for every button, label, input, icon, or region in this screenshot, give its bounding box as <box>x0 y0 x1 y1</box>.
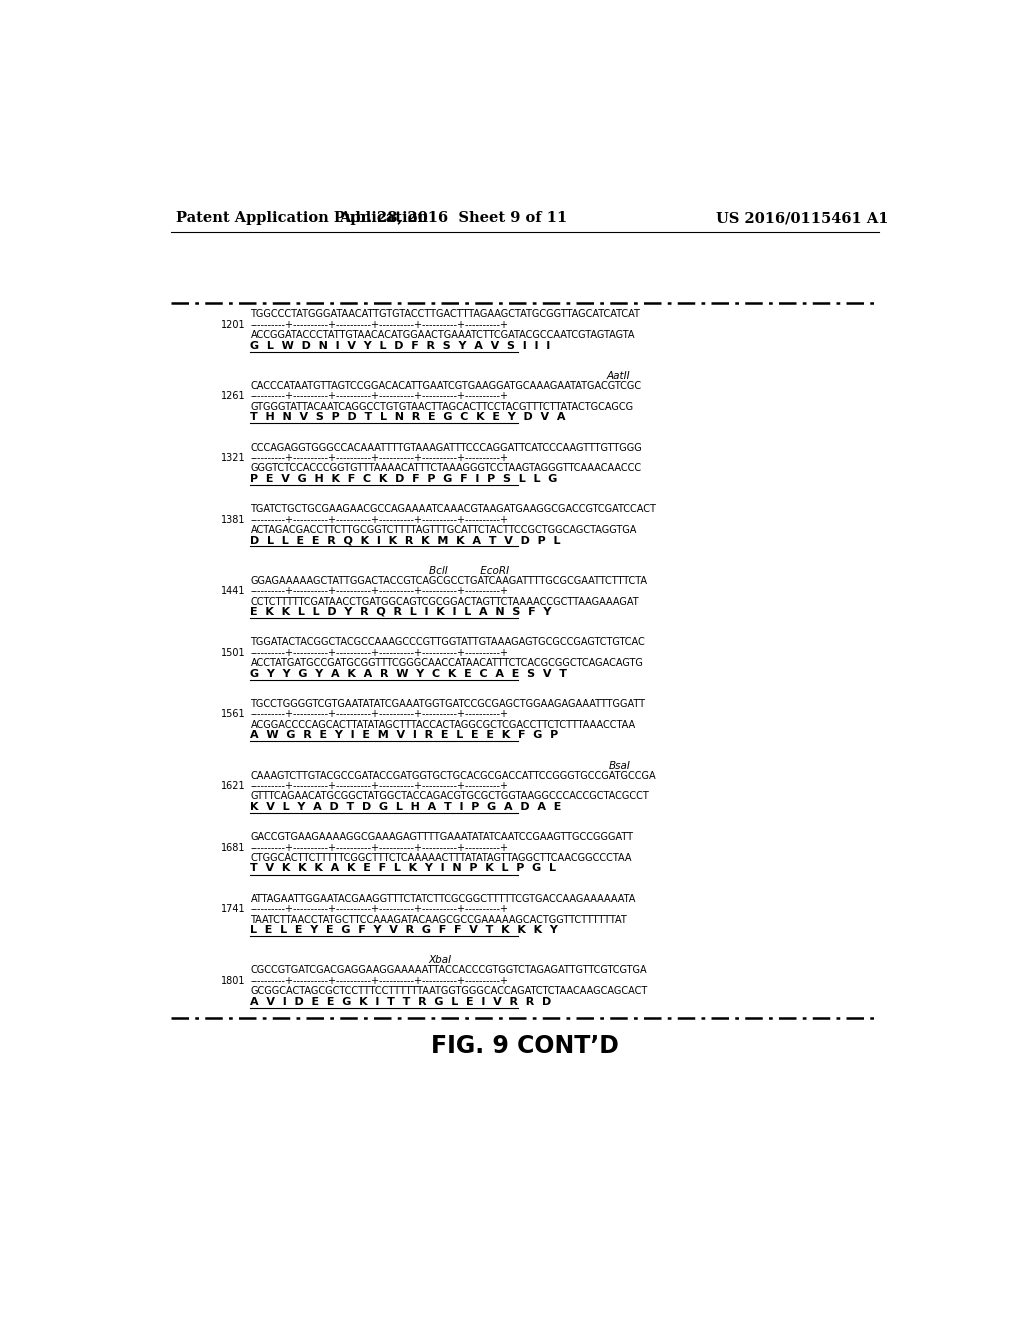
Text: 1261: 1261 <box>221 391 246 401</box>
Text: ----------+----------+----------+----------+----------+----------+: ----------+----------+----------+-------… <box>251 391 509 401</box>
Text: US 2016/0115461 A1: US 2016/0115461 A1 <box>716 211 889 226</box>
Text: G  Y  Y  G  Y  A  K  A  R  W  Y  C  K  E  C  A  E  S  V  T: G Y Y G Y A K A R W Y C K E C A E S V T <box>251 668 567 678</box>
Text: TGGCCCTATGGGATAACATTGTGTACCTTGACTTTAGAAGCTATGCGGTTAGCATCATCAT: TGGCCCTATGGGATAACATTGTGTACCTTGACTTTAGAAG… <box>251 309 640 319</box>
Text: BsaI: BsaI <box>608 760 630 771</box>
Text: T  H  N  V  S  P  D  T  L  N  R  E  G  C  K  E  Y  D  V  A: T H N V S P D T L N R E G C K E Y D V A <box>251 412 566 422</box>
Text: D  L  L  E  E  R  Q  K  I  K  R  K  M  K  A  T  V  D  P  L: D L L E E R Q K I K R K M K A T V D P L <box>251 536 561 545</box>
Text: ----------+----------+----------+----------+----------+----------+: ----------+----------+----------+-------… <box>251 453 509 463</box>
Text: A  W  G  R  E  Y  I  E  M  V  I  R  E  L  E  E  K  F  G  P: A W G R E Y I E M V I R E L E E K F G P <box>251 730 559 741</box>
Text: ATTAGAATTGGAATACGAAGGTTTCTATCTTCGCGGCTTTTTCGTGACCAAGAAAAAATA: ATTAGAATTGGAATACGAAGGTTTCTATCTTCGCGGCTTT… <box>251 894 636 904</box>
Text: TGGATACTACGGCTACGCCAAAGCCCGTTGGTATTGTAAAGAGTGCGCCGAGTCTGTCAC: TGGATACTACGGCTACGCCAAAGCCCGTTGGTATTGTAAA… <box>251 638 645 647</box>
Text: ----------+----------+----------+----------+----------+----------+: ----------+----------+----------+-------… <box>251 975 509 986</box>
Text: XbaI: XbaI <box>429 956 452 965</box>
Text: ACCTATGATGCCGATGCGGTTTCGGGCAACCATAACATTTCTCACGCGGCTCAGACAGTG: ACCTATGATGCCGATGCGGTTTCGGGCAACCATAACATTT… <box>251 659 643 668</box>
Text: L  E  L  E  Y  E  G  F  Y  V  R  G  F  F  V  T  K  K  K  Y: L E L E Y E G F Y V R G F F V T K K K Y <box>251 925 558 935</box>
Text: 1201: 1201 <box>221 319 246 330</box>
Text: CCCAGAGGTGGGCCACAAATTTTGTAAAGATTTCCCAGGATTCATCCCAAGTTTGTTGGG: CCCAGAGGTGGGCCACAAATTTTGTAAAGATTTCCCAGGA… <box>251 442 642 453</box>
Text: TAATCTTAACCTATGCTTCCAAAGATACAAGCGCCGAAAAAGCACTGGTTCTTTTTTAT: TAATCTTAACCTATGCTTCCAAAGATACAAGCGCCGAAAA… <box>251 915 627 924</box>
Text: P  E  V  G  H  K  F  C  K  D  F  P  G  F  I  P  S  L  L  G: P E V G H K F C K D F P G F I P S L L G <box>251 474 558 483</box>
Text: E  K  K  L  L  D  Y  R  Q  R  L  I  K  I  L  A  N  S  F  Y: E K K L L D Y R Q R L I K I L A N S F Y <box>251 607 552 616</box>
Text: 1441: 1441 <box>221 586 246 597</box>
Text: GTGGGTATTACAATCAGGCCTGTGTAACTTAGCACTTCCTACGTTTCTTATACTGCAGCG: GTGGGTATTACAATCAGGCCTGTGTAACTTAGCACTTCCT… <box>251 401 634 412</box>
Text: A  V  I  D  E  E  G  K  I  T  T  R  G  L  E  I  V  R  R  D: A V I D E E G K I T T R G L E I V R R D <box>251 997 552 1007</box>
Text: ----------+----------+----------+----------+----------+----------+: ----------+----------+----------+-------… <box>251 709 509 719</box>
Text: GCGGCACTAGCGCTCCTTTCCTTTTTTAATGGTGGGCACCAGATCTCTAACAAGCAGCACT: GCGGCACTAGCGCTCCTTTCCTTTTTTAATGGTGGGCACC… <box>251 986 648 997</box>
Text: BclI          EcoRI: BclI EcoRI <box>429 566 509 576</box>
Text: ----------+----------+----------+----------+----------+----------+: ----------+----------+----------+-------… <box>251 586 509 597</box>
Text: ACTAGACGACCTTCTTGCGGTCTTTTAGTTTGCATTCTACTTCCGCTGGCAGCTAGGTGA: ACTAGACGACCTTCTTGCGGTCTTTTAGTTTGCATTCTAC… <box>251 525 637 535</box>
Text: T  V  K  K  K  A  K  E  F  L  K  Y  I  N  P  K  L  P  G  L: T V K K K A K E F L K Y I N P K L P G L <box>251 863 556 874</box>
Text: K  V  L  Y  A  D  T  D  G  L  H  A  T  I  P  G  A  D  A  E: K V L Y A D T D G L H A T I P G A D A E <box>251 801 562 812</box>
Text: Apr. 28, 2016  Sheet 9 of 11: Apr. 28, 2016 Sheet 9 of 11 <box>339 211 567 226</box>
Text: 1381: 1381 <box>221 515 246 524</box>
Text: ACGGACCCCAGCACTTATATAGCTTTACCACTAGGCGCTCGACCTTCTCTTTAAACCTAA: ACGGACCCCAGCACTTATATAGCTTTACCACTAGGCGCTC… <box>251 719 636 730</box>
Text: ----------+----------+----------+----------+----------+----------+: ----------+----------+----------+-------… <box>251 648 509 657</box>
Text: 1501: 1501 <box>221 648 246 657</box>
Text: 1741: 1741 <box>221 904 246 915</box>
Text: GGGTCTCCACCCGGTGTTTAAAACATTTCTAAAGGGTCCTAAGTAGGGTTCAAACAACCC: GGGTCTCCACCCGGTGTTTAAAACATTTCTAAAGGGTCCT… <box>251 463 642 474</box>
Text: G  L  W  D  N  I  V  Y  L  D  F  R  S  Y  A  V  S  I  I  I: G L W D N I V Y L D F R S Y A V S I I I <box>251 341 551 351</box>
Text: 1561: 1561 <box>221 709 246 719</box>
Text: CAAAGTCTTGTACGCCGATACCGATGGTGCTGCACGCGACCATTCCGGGTGCCGATGCCGA: CAAAGTCTTGTACGCCGATACCGATGGTGCTGCACGCGAC… <box>251 771 656 780</box>
Text: GGAGAAAAAGCTATTGGACTACCGTCAGCGCCTGATCAAGATTTTGCGCGAATTCTTTCTA: GGAGAAAAAGCTATTGGACTACCGTCAGCGCCTGATCAAG… <box>251 576 647 586</box>
Text: 1321: 1321 <box>221 453 246 463</box>
Text: ----------+----------+----------+----------+----------+----------+: ----------+----------+----------+-------… <box>251 781 509 791</box>
Text: ----------+----------+----------+----------+----------+----------+: ----------+----------+----------+-------… <box>251 319 509 330</box>
Text: CCTCTTTTTCGATAACCTGATGGCAGTCGCGGACTAGTTCTAAAACCGCTTAAGAAAGAT: CCTCTTTTTCGATAACCTGATGGCAGTCGCGGACTAGTTC… <box>251 597 639 606</box>
Text: FIG. 9 CONT’D: FIG. 9 CONT’D <box>431 1034 618 1059</box>
Text: Patent Application Publication: Patent Application Publication <box>176 211 428 226</box>
Text: ----------+----------+----------+----------+----------+----------+: ----------+----------+----------+-------… <box>251 842 509 853</box>
Text: GACCGTGAAGAAAAGGCGAAAGAGTTTTGAAATATATCAATCCGAAGTTGCCGGGATT: GACCGTGAAGAAAAGGCGAAAGAGTTTTGAAATATATCAA… <box>251 832 634 842</box>
Text: AatII: AatII <box>606 371 630 381</box>
Text: 1621: 1621 <box>221 781 246 791</box>
Text: ACCGGATACCCTATTGTAACACATGGAACTGAAATCTTCGATACGCCAATCGTAGTAGTA: ACCGGATACCCTATTGTAACACATGGAACTGAAATCTTCG… <box>251 330 635 341</box>
Text: ----------+----------+----------+----------+----------+----------+: ----------+----------+----------+-------… <box>251 904 509 915</box>
Text: 1801: 1801 <box>221 975 246 986</box>
Text: CACCCATAATGTTAGTCCGGACACATTGAATCGTGAAGGATGCAAAGAATATGACGTCGC: CACCCATAATGTTAGTCCGGACACATTGAATCGTGAAGGA… <box>251 381 642 391</box>
Text: CTGGCACTTCTTTTTCGGCTTTCTCAAAAACTTTATATAGTTAGGCTTCAACGGCCCTAA: CTGGCACTTCTTTTTCGGCTTTCTCAAAAACTTTATATAG… <box>251 853 632 863</box>
Text: TGCCTGGGGTCGTGAATATATCGAAATGGTGATCCGCGAGCTGGAAGAGAAATTTGGATT: TGCCTGGGGTCGTGAATATATCGAAATGGTGATCCGCGAG… <box>251 700 645 709</box>
Text: TGATCTGCTGCGAAGAACGCCAGAAAATCAAACGTAAGATGAAGGCGACCGTCGATCCACT: TGATCTGCTGCGAAGAACGCCAGAAAATCAAACGTAAGAT… <box>251 504 656 513</box>
Text: CGCCGTGATCGACGAGGAAGGAAAAATTACCACCCGTGGTCTAGAGATTGTTCGTCGTGA: CGCCGTGATCGACGAGGAAGGAAAAATTACCACCCGTGGT… <box>251 965 647 975</box>
Text: 1681: 1681 <box>221 842 246 853</box>
Text: ----------+----------+----------+----------+----------+----------+: ----------+----------+----------+-------… <box>251 515 509 524</box>
Text: GTTTCAGAACATGCGGCTATGGCTACCAGACGTGCGCTGGTAAGGCCCACCGCTACGCCT: GTTTCAGAACATGCGGCTATGGCTACCAGACGTGCGCTGG… <box>251 792 649 801</box>
